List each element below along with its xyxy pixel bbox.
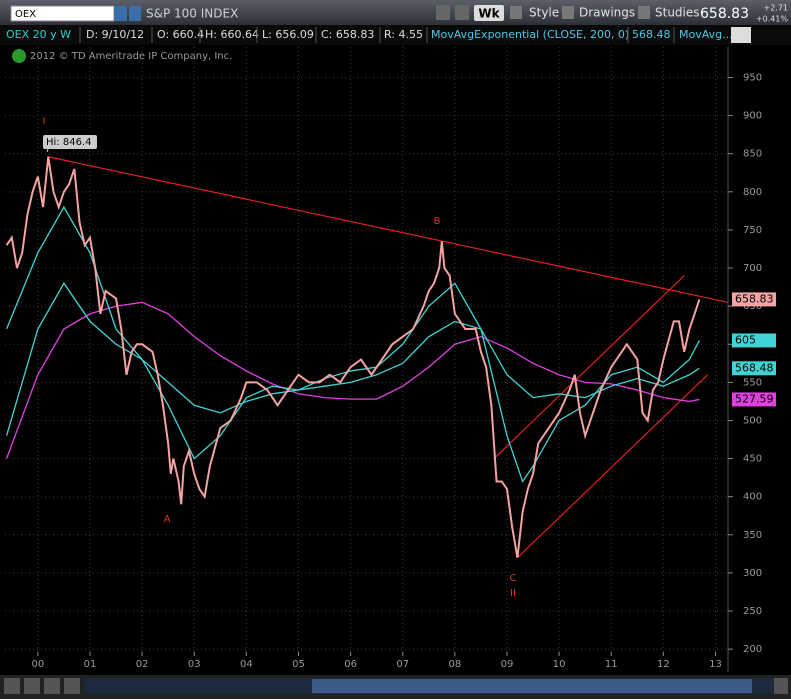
x-tick-label: 09 (501, 659, 514, 670)
change: +2.71 (763, 4, 788, 13)
price-tag-label: 568.48 (735, 361, 774, 374)
change-pct: +0.41% (756, 15, 789, 24)
y-tick-label: 950 (743, 72, 762, 83)
x-tick-label: 10 (553, 659, 566, 670)
y-tick-label: 850 (743, 149, 762, 160)
price-tag (732, 392, 776, 407)
y-tick-label: 500 (743, 415, 762, 426)
symbol: OEX (15, 9, 36, 20)
moving-average (5, 282, 700, 436)
wave-label: I (43, 116, 46, 127)
period-button[interactable] (474, 5, 504, 21)
x-tick-label: 05 (292, 659, 305, 670)
price-tag-label: 605 (735, 333, 756, 346)
wave-label: II (510, 588, 516, 599)
study-low: L: 656.09 (262, 28, 314, 41)
copyright: 2012 © TD Ameritrade IP Company, Inc. (30, 51, 232, 62)
y-tick-label: 650 (743, 301, 762, 312)
moving-average (5, 301, 700, 459)
study-bar (0, 25, 791, 45)
study-range: R: 4.55 (384, 28, 423, 41)
pencil-tool[interactable] (455, 5, 469, 20)
price-line (5, 156, 701, 558)
symbol-menu[interactable] (129, 6, 141, 21)
hi-label-box (43, 135, 97, 149)
x-tick-label: 01 (84, 659, 97, 670)
study-date: D: 9/10/12 (86, 28, 144, 41)
y-tick-label: 250 (743, 606, 762, 617)
hi-label: Hi: 846.4 (46, 137, 91, 148)
zoom-out[interactable] (44, 678, 60, 694)
y-tick-label: 700 (743, 263, 762, 274)
y-tick-label: 350 (743, 530, 762, 541)
price-tag-label: 527.59 (735, 392, 774, 405)
x-tick-label: 08 (448, 659, 461, 670)
symbol-dropdown[interactable] (114, 6, 127, 21)
x-tick-label: 00 (31, 659, 44, 670)
x-tick-label: 03 (188, 659, 201, 670)
period: Wk (478, 7, 500, 21)
info-icon[interactable] (12, 49, 26, 63)
y-tick-label: 800 (743, 187, 762, 198)
price-tag (732, 361, 776, 376)
wave-label: B (434, 216, 441, 227)
plot-area (5, 47, 729, 652)
study-study1: MovAvgExponential (CLOSE, 200, 0) (431, 28, 629, 41)
drawings-icon[interactable] (562, 6, 574, 19)
drawings-button[interactable]: Drawings (579, 6, 635, 20)
price-tag (732, 333, 776, 348)
x-tick-label: 02 (136, 659, 149, 670)
zoom-in[interactable] (4, 678, 20, 694)
study-items: OEX 20 y W D: 9/10/12 O: 660.4 H: 660.64 L: … (6, 27, 733, 43)
zoom-reset[interactable] (24, 678, 40, 694)
x-tick-label: 06 (344, 659, 357, 670)
trend-line (48, 156, 729, 303)
scroll-thumb[interactable] (312, 679, 752, 693)
x-tick-label: 11 (605, 659, 618, 670)
trend-line (516, 374, 709, 559)
y-tick-label: 300 (743, 568, 762, 579)
study-close: C: 658.83 (321, 28, 374, 41)
x-tick-label: 13 (709, 659, 722, 670)
style-icon[interactable] (510, 6, 522, 19)
trend-line (493, 275, 685, 460)
price-tag-label: 658.83 (735, 292, 774, 305)
description: S&P 100 INDEX (146, 7, 238, 21)
study-open: O: 660.4 (157, 28, 204, 41)
study-study1-value: 568.48 (632, 28, 671, 41)
y-tick-label: 200 (743, 644, 762, 655)
y-tick-label: 450 (743, 454, 762, 465)
cursor-tool[interactable] (436, 5, 450, 20)
studies-button[interactable]: Studies (655, 6, 700, 20)
y-tick-label: 750 (743, 225, 762, 236)
x-tick-label: 04 (240, 659, 253, 670)
style-button[interactable]: Style (529, 6, 559, 20)
study-chart-id: OEX 20 y W (6, 28, 71, 41)
y-tick-label: 550 (743, 377, 762, 388)
hi-label-pointer (46, 148, 49, 153)
price-tag (732, 292, 776, 307)
y-tick-label: 900 (743, 111, 762, 122)
last-price: 658.83 (700, 6, 749, 22)
wave-label: C (510, 573, 517, 584)
wave-label: A (164, 514, 171, 525)
zoom-fit[interactable] (64, 678, 80, 694)
study-high: H: 660.64 (205, 28, 259, 41)
y-tick-label: 400 (743, 492, 762, 503)
study-study2: MovAvg... (679, 28, 733, 41)
x-tick-label: 07 (396, 659, 409, 670)
settings-button[interactable] (731, 27, 751, 43)
x-tick-label: 12 (657, 659, 670, 670)
studies-icon[interactable] (638, 6, 650, 19)
scroll-right[interactable] (774, 678, 788, 694)
